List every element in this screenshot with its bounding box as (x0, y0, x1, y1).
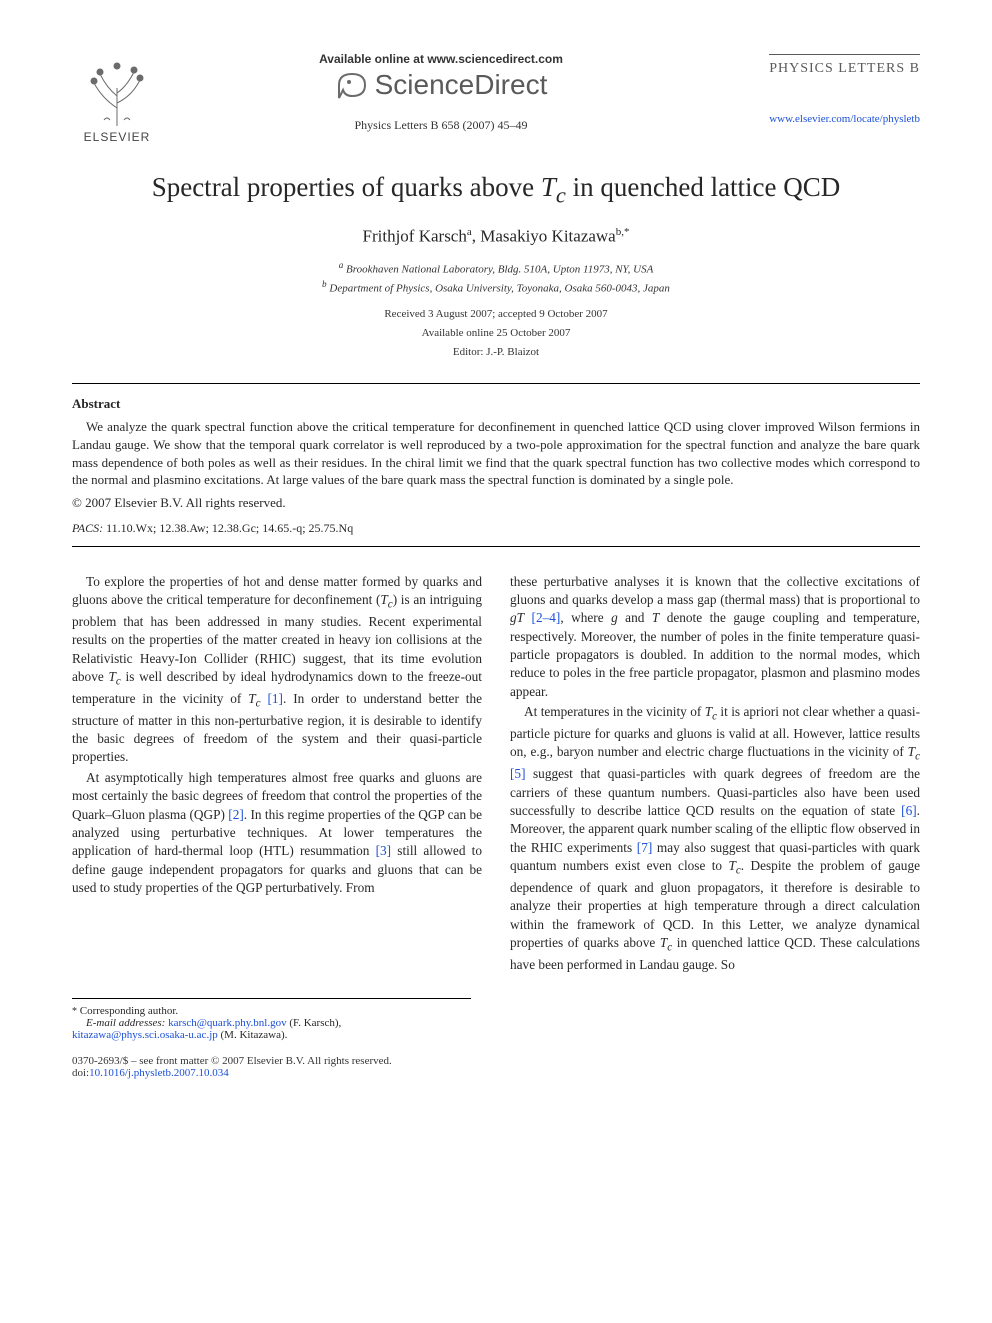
email-1-link[interactable]: karsch@quark.phy.bnl.gov (168, 1017, 286, 1029)
author-2-sup: b,* (616, 226, 630, 238)
col1-para2: At asymptotically high temperatures almo… (72, 769, 482, 897)
pacs-line: PACS: 11.10.Wx; 12.38.Aw; 12.38.Gc; 14.6… (72, 521, 920, 536)
email-2-name: (M. Kitazawa). (221, 1029, 288, 1041)
ref-2-link[interactable]: [2] (228, 807, 244, 822)
journal-name: PHYSICS LETTERS B (769, 54, 920, 77)
title-prefix: Spectral properties of quarks above (152, 172, 541, 202)
footnotes: * Corresponding author. E-mail addresses… (72, 998, 471, 1041)
affil-a: a Brookhaven National Laboratory, Bldg. … (72, 259, 920, 278)
c2p1c: and (618, 610, 652, 625)
abstract-heading: Abstract (72, 396, 920, 412)
ref-1-link[interactable]: [1] (267, 691, 283, 706)
sciencedirect-icon (335, 68, 369, 102)
editor-line: Editor: J.-P. Blaizot (72, 343, 920, 362)
col2-para1: these perturbative analyses it is known … (510, 573, 920, 701)
received-line: Received 3 August 2007; accepted 9 Octob… (72, 305, 920, 324)
c2p1a: these perturbative analyses it is known … (510, 574, 920, 607)
available-online-text: Available online at www.sciencedirect.co… (162, 52, 720, 66)
online-line: Available online 25 October 2007 (72, 324, 920, 343)
front-matter: 0370-2693/$ – see front matter © 2007 El… (72, 1055, 920, 1079)
journal-header: ELSEVIER Available online at www.science… (72, 48, 920, 144)
email-label: E-mail addresses: (86, 1017, 165, 1029)
sciencedirect-brand: ScienceDirect (335, 68, 548, 102)
elsevier-logo: ELSEVIER (72, 48, 162, 144)
affil-a-text: Brookhaven National Laboratory, Bldg. 51… (346, 264, 653, 276)
affiliations: a Brookhaven National Laboratory, Bldg. … (72, 259, 920, 297)
ref-3-link[interactable]: [3] (376, 843, 392, 858)
column-left: To explore the properties of hot and den… (72, 573, 482, 977)
title-suffix: in quenched lattice QCD (566, 172, 840, 202)
pacs-codes: 11.10.Wx; 12.38.Aw; 12.38.Gc; 14.65.-q; … (106, 521, 353, 535)
email-2-link[interactable]: kitazawa@phys.sci.osaka-u.ac.jp (72, 1029, 218, 1041)
header-center: Available online at www.sciencedirect.co… (162, 48, 720, 133)
c2p1b: , where (560, 610, 611, 625)
elsevier-tree-icon (82, 48, 152, 128)
c2p2a: At temperatures in the vicinity of (524, 704, 705, 719)
title-varsub: c (556, 182, 566, 207)
authors-line: Frithjof Karscha, Masakiyo Kitazawab,* (72, 226, 920, 247)
body-columns: To explore the properties of hot and den… (72, 573, 920, 977)
article-dates: Received 3 August 2007; accepted 9 Octob… (72, 305, 920, 361)
citation-line: Physics Letters B 658 (2007) 45–49 (162, 118, 720, 133)
abstract-block: Abstract We analyze the quark spectral f… (72, 383, 920, 546)
ref-2-4-link[interactable]: [2–4] (532, 610, 561, 625)
col1-para1: To explore the properties of hot and den… (72, 573, 482, 767)
title-var: T (541, 172, 556, 202)
front-matter-text: 0370-2693/$ – see front matter © 2007 El… (72, 1055, 920, 1067)
journal-url-link[interactable]: www.elsevier.com/locate/physletb (720, 113, 920, 125)
email-footnote-2: kitazawa@phys.sci.osaka-u.ac.jp (M. Kita… (72, 1029, 471, 1041)
author-1: Frithjof Karsch (363, 227, 467, 246)
column-right: these perturbative analyses it is known … (510, 573, 920, 977)
sciencedirect-text: ScienceDirect (375, 69, 548, 101)
copyright-line: © 2007 Elsevier B.V. All rights reserved… (72, 495, 920, 511)
email-footnote: E-mail addresses: karsch@quark.phy.bnl.g… (72, 1017, 471, 1029)
col2-para2: At temperatures in the vicinity of Tc it… (510, 703, 920, 974)
email-1-name: (F. Karsch), (289, 1017, 341, 1029)
article-title: Spectral properties of quarks above Tc i… (72, 172, 920, 208)
abstract-text: We analyze the quark spectral function a… (72, 418, 920, 488)
header-right: PHYSICS LETTERS B www.elsevier.com/locat… (720, 48, 920, 125)
ref-6-link[interactable]: [6] (901, 803, 917, 818)
corr-text: Corresponding author. (80, 1005, 178, 1017)
doi-label: doi: (72, 1067, 89, 1079)
pacs-label: PACS: (72, 521, 103, 535)
author-2: Masakiyo Kitazawa (480, 227, 615, 246)
author-1-sup: a (467, 226, 472, 238)
corresponding-footnote: * Corresponding author. (72, 1005, 471, 1017)
affil-b-text: Department of Physics, Osaka University,… (329, 283, 670, 295)
c2p2c: suggest that quasi-particles with quark … (510, 766, 920, 818)
doi-line: doi:10.1016/j.physletb.2007.10.034 (72, 1067, 920, 1079)
doi-link[interactable]: 10.1016/j.physletb.2007.10.034 (89, 1067, 229, 1079)
header-row: ELSEVIER Available online at www.science… (72, 48, 920, 144)
affil-b: b Department of Physics, Osaka Universit… (72, 278, 920, 297)
ref-7-link[interactable]: [7] (637, 840, 653, 855)
ref-5-link[interactable]: [5] (510, 766, 526, 781)
elsevier-wordmark: ELSEVIER (84, 130, 151, 144)
